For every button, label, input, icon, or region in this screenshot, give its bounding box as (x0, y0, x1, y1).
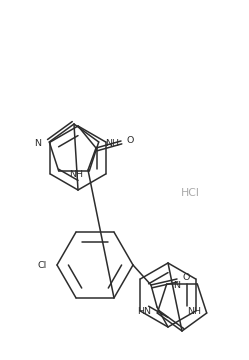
Text: HCl: HCl (181, 188, 199, 198)
Text: N: N (34, 139, 41, 148)
Text: NH: NH (69, 170, 83, 179)
Text: HN: HN (137, 307, 151, 316)
Text: O: O (182, 274, 190, 283)
Text: NH: NH (105, 139, 119, 148)
Text: N: N (173, 282, 180, 291)
Text: Cl: Cl (37, 261, 47, 270)
Text: NH: NH (187, 306, 201, 315)
Text: O: O (126, 135, 134, 144)
